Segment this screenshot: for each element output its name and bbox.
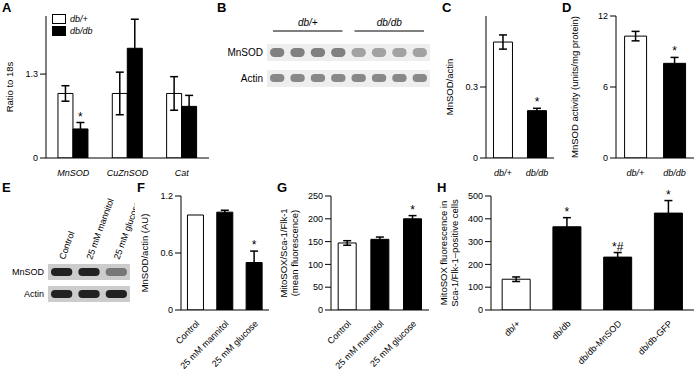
svg-text:Actin: Actin xyxy=(241,73,263,84)
svg-text:150: 150 xyxy=(308,237,323,247)
svg-text:250: 250 xyxy=(308,191,323,201)
svg-text:0: 0 xyxy=(33,153,38,163)
svg-text:100: 100 xyxy=(308,260,323,270)
svg-text:25 mM glucose: 25 mM glucose xyxy=(112,200,135,261)
html-text:db/db: db/db xyxy=(70,26,93,36)
html-text:Ratio to 18s: Ratio to 18s xyxy=(3,61,15,113)
svg-text:0: 0 xyxy=(318,305,323,315)
html-text:MnSOD/actin: MnSOD/actin xyxy=(443,58,455,116)
svg-text:CuZnSOD: CuZnSOD xyxy=(107,168,149,178)
svg-text:db/db: db/db xyxy=(377,17,402,28)
svg-text:100: 100 xyxy=(468,282,483,292)
svg-text:400: 400 xyxy=(468,214,483,224)
html-text:MnSOD/actin (AU): MnSOD/actin (AU) xyxy=(138,213,150,293)
html-text:D: D xyxy=(562,0,572,15)
svg-text:*: * xyxy=(252,238,257,252)
svg-text:db/db: db/db xyxy=(526,168,549,178)
svg-text:db/+: db/+ xyxy=(298,17,318,28)
svg-text:*#: *# xyxy=(612,240,624,254)
svg-text:*: * xyxy=(78,110,83,124)
svg-text:0.6: 0.6 xyxy=(160,248,173,258)
svg-text:200: 200 xyxy=(468,260,483,270)
svg-text:25 mM glucose: 25 mM glucose xyxy=(368,319,418,369)
html-text:G: G xyxy=(277,180,288,195)
svg-text:*: * xyxy=(565,205,570,219)
html-text:H: H xyxy=(437,180,447,195)
svg-text:Control: Control xyxy=(325,319,353,347)
svg-text:*: * xyxy=(672,44,677,58)
svg-text:*: * xyxy=(410,203,415,217)
html-text:F: F xyxy=(137,180,145,195)
svg-text:*: * xyxy=(666,188,671,202)
svg-text:300: 300 xyxy=(468,237,483,247)
html-text:MnSOD activity (units/mg prote: MnSOD activity (units/mg protein) xyxy=(568,16,580,158)
svg-text:MnSOD: MnSOD xyxy=(227,47,263,58)
svg-text:0: 0 xyxy=(478,305,483,315)
html-text:MitoSOX fluorescence in Sca-1/: MitoSOX fluorescence in Sca-1/Flk-1–posi… xyxy=(438,199,460,307)
svg-text:25 mM mannitol: 25 mM mannitol xyxy=(84,197,115,261)
svg-text:0: 0 xyxy=(168,305,173,315)
svg-text:500: 500 xyxy=(468,191,483,201)
html-text:db/+: db/+ xyxy=(70,14,88,24)
svg-text:0: 0 xyxy=(473,153,478,163)
svg-text:25 mM glucose: 25 mM glucose xyxy=(210,319,260,369)
html-text:E: E xyxy=(2,180,11,195)
svg-text:1.3: 1.3 xyxy=(25,69,38,79)
svg-text:Actin: Actin xyxy=(24,289,44,299)
svg-text:*: * xyxy=(535,95,540,109)
svg-text:0.3: 0.3 xyxy=(465,82,478,92)
svg-text:12: 12 xyxy=(598,11,608,21)
html-text:A: A xyxy=(2,0,12,15)
html-text:B: B xyxy=(217,0,227,15)
svg-text:db/+: db/+ xyxy=(502,319,522,339)
svg-text:0: 0 xyxy=(603,153,608,163)
html-text:C: C xyxy=(442,0,452,15)
svg-text:Cat: Cat xyxy=(175,168,190,178)
svg-text:db/+: db/+ xyxy=(494,168,512,178)
svg-text:db/+: db/+ xyxy=(627,168,645,178)
svg-text:db/db: db/db xyxy=(663,168,686,178)
html-text:MitoSOX/Sca-1/Flk-1 (mean fluo: MitoSOX/Sca-1/Flk-1 (mean fluorescence) xyxy=(278,208,300,298)
svg-text:db/db-GFP: db/db-GFP xyxy=(636,319,674,357)
svg-text:MnSOD: MnSOD xyxy=(12,267,45,277)
svg-text:Control: Control xyxy=(57,230,76,261)
svg-text:db/db-MnSOD: db/db-MnSOD xyxy=(576,318,624,366)
svg-text:db/db: db/db xyxy=(550,319,573,342)
svg-text:MnSOD: MnSOD xyxy=(57,168,90,178)
svg-text:Control: Control xyxy=(174,319,202,347)
svg-text:200: 200 xyxy=(308,214,323,224)
svg-text:50: 50 xyxy=(313,282,323,292)
svg-text:6: 6 xyxy=(603,82,608,92)
svg-text:1.2: 1.2 xyxy=(160,191,173,201)
